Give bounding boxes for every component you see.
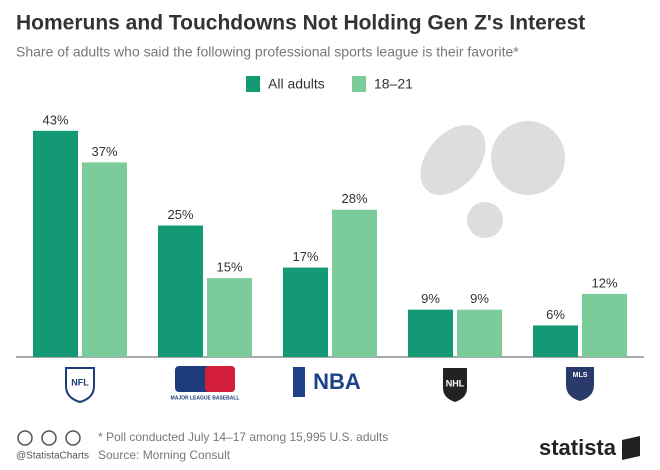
chart-subtitle: Share of adults who said the following p… [16,44,519,60]
logo-shape [205,366,235,392]
legend-swatch [352,76,366,92]
bar [582,293,627,357]
legend-label: 18–21 [374,76,413,92]
legend: All adults 18–21 [246,76,413,92]
legend-label: All adults [268,76,325,92]
bar [533,325,578,357]
source: Source: Morning Consult [98,448,231,462]
value-label: 28% [341,191,367,206]
handle: @StatistaCharts [16,451,89,462]
logo-shape [293,367,305,397]
brand: statista [539,435,617,460]
bar [33,130,78,357]
value-label: 6% [546,307,565,322]
category-label: NFL [71,377,89,387]
bar [283,267,328,357]
category-label: MAJOR LEAGUE BASEBALL [171,395,240,401]
bar [408,309,453,357]
value-label: 15% [216,260,242,275]
category-label: NBA [313,369,361,394]
value-label: 25% [167,207,193,222]
logo-shape [566,367,594,401]
value-label: 17% [292,249,318,264]
value-label: 9% [421,291,440,306]
legend-swatch [246,76,260,92]
chart-title: Homeruns and Touchdowns Not Holding Gen … [16,12,585,35]
bar [332,209,377,357]
logos: NFL MAJOR LEAGUE BASEBALL NBA NHL MLS [65,366,594,404]
value-label: 12% [591,275,617,290]
bar [207,278,252,357]
bar [158,225,203,357]
category-label: MLS [573,372,588,379]
bar [457,309,502,357]
logo-shape [65,367,95,404]
value-label: 37% [91,144,117,159]
bar [82,162,127,357]
value-label: 43% [42,112,68,127]
brand-icon [622,436,640,460]
footnote: * Poll conducted July 14–17 among 15,995… [98,430,388,444]
category-label: NHL [446,378,465,388]
value-label: 9% [470,291,489,306]
decoration [420,121,565,238]
cc-icons [17,430,81,446]
logo-shape [443,368,467,402]
